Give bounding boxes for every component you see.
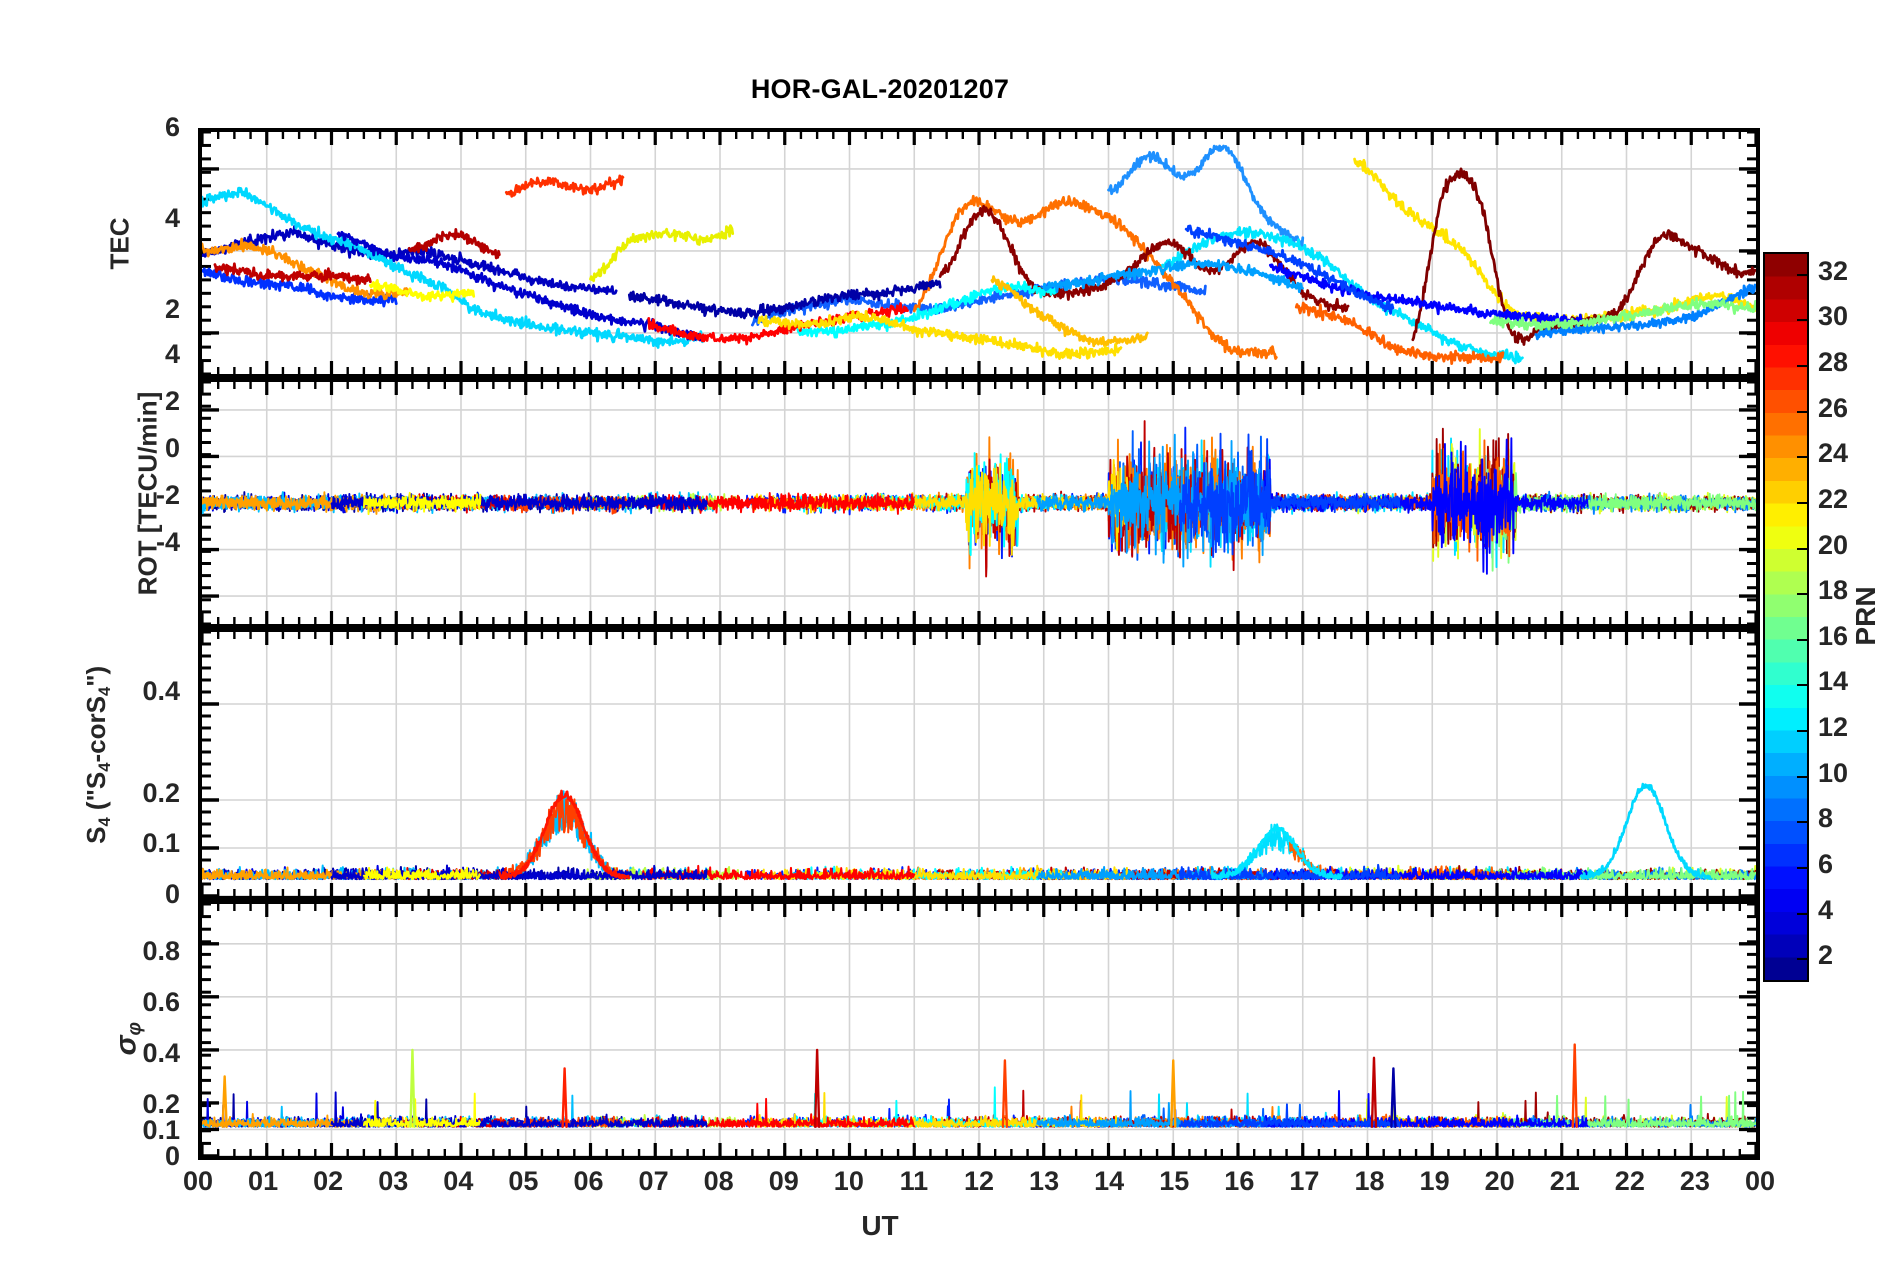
panel-sigma-phi bbox=[198, 900, 1760, 1160]
panel-rot bbox=[198, 378, 1760, 628]
colorbar-tickmark-4 bbox=[1797, 912, 1808, 915]
xtick-07-7: 07 bbox=[638, 1166, 669, 1196]
xtick-08-8: 08 bbox=[703, 1166, 734, 1196]
colorbar-tickmark-6 bbox=[1797, 866, 1808, 869]
ytick-s4-0: 0 bbox=[164, 879, 180, 909]
xtick-17-17: 17 bbox=[1289, 1166, 1320, 1196]
xtick-12-12: 12 bbox=[963, 1166, 995, 1196]
panel-tec bbox=[198, 128, 1760, 378]
ytick-s4-04: 0.4 bbox=[142, 676, 180, 706]
xtick-21-21: 21 bbox=[1549, 1166, 1580, 1196]
colorbar-tick-14: 14 bbox=[1818, 666, 1849, 697]
colorbar-prn[interactable] bbox=[1763, 252, 1809, 982]
colorbar-tickmark-26 bbox=[1797, 410, 1808, 413]
colorbar-tick-28: 28 bbox=[1818, 347, 1849, 378]
xtick-05-5: 05 bbox=[508, 1166, 539, 1196]
ytick-s4-01: 0.1 bbox=[142, 828, 180, 858]
ytick-rot-4: 4 bbox=[164, 339, 180, 369]
ytick-sigma-08: 0.8 bbox=[142, 936, 180, 966]
xtick-22-22: 22 bbox=[1614, 1166, 1645, 1196]
xtick-19-19: 19 bbox=[1419, 1166, 1450, 1196]
xtick-00-0: 00 bbox=[182, 1166, 214, 1196]
page-title: HOR-GAL-20201207 bbox=[750, 74, 1010, 104]
colorbar-tick-18: 18 bbox=[1818, 575, 1849, 606]
colorbar-tickmark-8 bbox=[1797, 821, 1808, 824]
colorbar-tick-10: 10 bbox=[1818, 757, 1849, 788]
colorbar-tickmark-14 bbox=[1797, 684, 1808, 687]
colorbar-tick-4: 4 bbox=[1818, 894, 1834, 925]
colorbar-tick-24: 24 bbox=[1818, 438, 1849, 469]
ytick-rot-minus4: -4 bbox=[155, 527, 180, 557]
colorbar-tick-22: 22 bbox=[1818, 483, 1849, 514]
xtick-14-14: 14 bbox=[1094, 1166, 1125, 1196]
ytick-rot-2: 2 bbox=[164, 386, 180, 416]
colorbar-tick-26: 26 bbox=[1818, 392, 1849, 423]
xtick-00-24: 00 bbox=[1744, 1166, 1776, 1196]
ytick-tec-4: 4 bbox=[164, 203, 180, 233]
colorbar-tickmark-24 bbox=[1797, 456, 1808, 459]
xtick-20-20: 20 bbox=[1484, 1166, 1515, 1196]
colorbar-tick-16: 16 bbox=[1818, 620, 1849, 651]
colorbar-tickmark-20 bbox=[1797, 547, 1808, 550]
colorbar-tickmark-16 bbox=[1797, 638, 1808, 641]
colorbar-tickmark-30 bbox=[1797, 319, 1808, 322]
axis-label-ut: UT bbox=[861, 1210, 899, 1241]
ytick-tec-6: 6 bbox=[164, 112, 180, 142]
xtick-03-3: 03 bbox=[378, 1166, 409, 1196]
xtick-11-11: 11 bbox=[899, 1166, 929, 1196]
xtick-16-16: 16 bbox=[1224, 1166, 1255, 1196]
xtick-10-10: 10 bbox=[833, 1166, 864, 1196]
colorbar-tickmark-22 bbox=[1797, 501, 1808, 504]
xtick-04-4: 04 bbox=[443, 1166, 474, 1196]
colorbar-tick-12: 12 bbox=[1818, 712, 1849, 743]
colorbar-tick-20: 20 bbox=[1818, 529, 1849, 560]
ytick-rot-0: 0 bbox=[164, 433, 180, 463]
xtick-18-18: 18 bbox=[1354, 1166, 1385, 1196]
xtick-02-2: 02 bbox=[313, 1166, 344, 1196]
ytick-tec-2: 2 bbox=[164, 294, 180, 324]
panel-s4 bbox=[198, 628, 1760, 900]
xtick-15-15: 15 bbox=[1159, 1166, 1190, 1196]
colorbar-tickmark-2 bbox=[1797, 958, 1808, 961]
xtick-13-13: 13 bbox=[1029, 1166, 1060, 1196]
ytick-sigma-02: 0.2 bbox=[142, 1089, 180, 1119]
colorbar-tickmark-28 bbox=[1797, 365, 1808, 368]
colorbar-tickmark-10 bbox=[1797, 775, 1808, 778]
colorbar-tick-2: 2 bbox=[1818, 940, 1834, 971]
colorbar-tickmark-32 bbox=[1797, 273, 1808, 276]
ytick-sigma-04: 0.4 bbox=[142, 1038, 180, 1068]
ytick-rot-minus2: -2 bbox=[155, 480, 180, 510]
colorbar-tickmark-12 bbox=[1797, 730, 1808, 733]
colorbar-tick-30: 30 bbox=[1818, 301, 1849, 332]
ytick-sigma-0: 0 bbox=[164, 1141, 180, 1171]
ytick-sigma-06: 0.6 bbox=[142, 987, 180, 1017]
xtick-06-6: 06 bbox=[573, 1166, 604, 1196]
colorbar-tickmark-18 bbox=[1797, 593, 1808, 596]
colorbar-tick-32: 32 bbox=[1818, 255, 1849, 286]
xtick-01-1: 01 bbox=[248, 1166, 279, 1196]
xtick-23-23: 23 bbox=[1679, 1166, 1710, 1196]
ytick-s4-02: 0.2 bbox=[142, 778, 180, 808]
colorbar-tick-8: 8 bbox=[1818, 803, 1834, 834]
colorbar-label-prn: PRN bbox=[1850, 586, 1881, 646]
ytick-sigma-01: 0.1 bbox=[142, 1115, 180, 1145]
xtick-09-9: 09 bbox=[768, 1166, 799, 1196]
colorbar-tick-6: 6 bbox=[1818, 848, 1834, 879]
